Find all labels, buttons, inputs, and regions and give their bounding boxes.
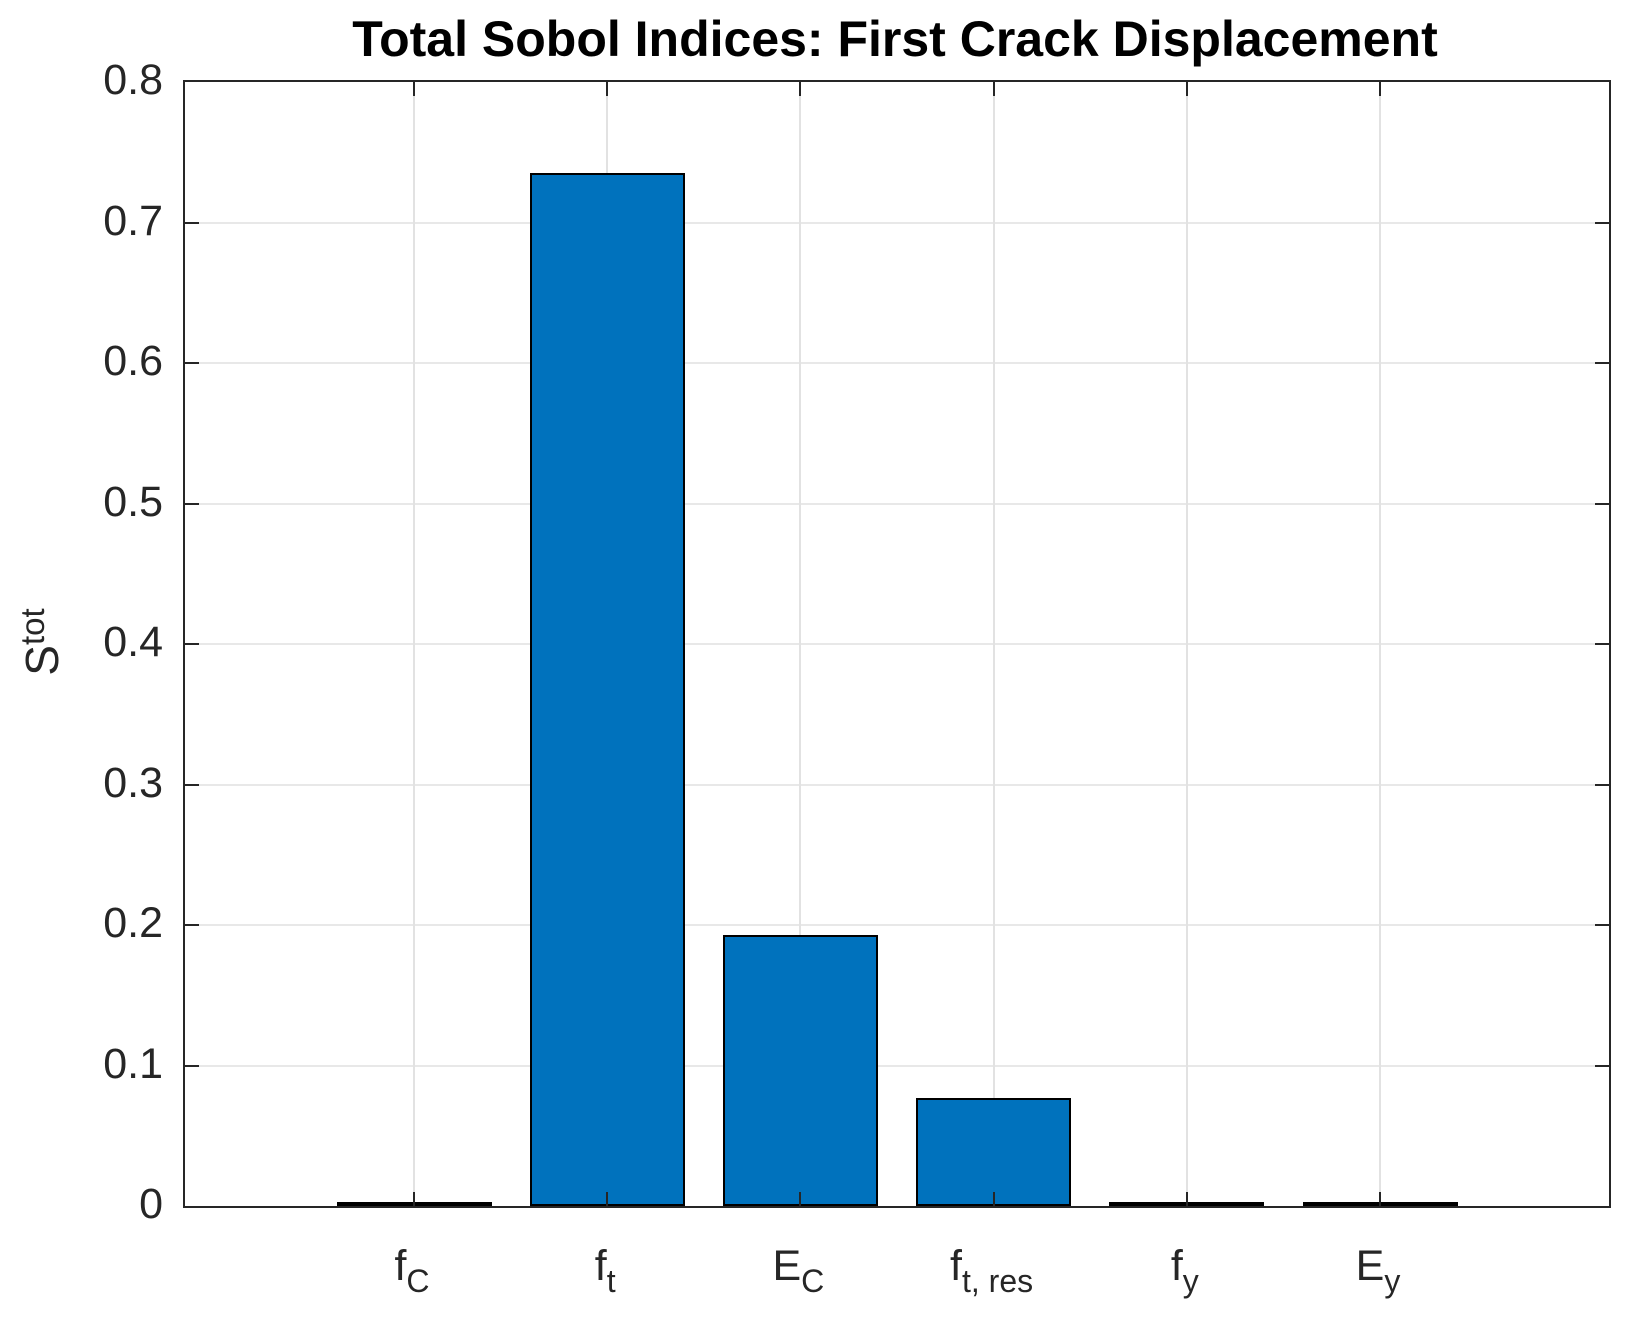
bar [529,173,685,1206]
y-tick-left [185,783,199,786]
x-tick-label-subscript: C [801,1263,825,1299]
x-tick-label-subscript: C [406,1263,430,1299]
y-tick-label: 0 [139,1180,163,1228]
gridline-horizontal [185,362,1609,364]
y-tick-right [1595,1064,1609,1067]
x-tick-bottom [992,1192,995,1206]
x-tick-bottom [413,1192,415,1206]
x-tick-top [1185,82,1188,96]
y-tick-right [1595,502,1609,505]
x-tick-bottom [606,1192,609,1206]
bar [722,934,878,1206]
x-tick-bottom [1185,1192,1188,1206]
chart-title: Total Sobol Indices: First Crack Displac… [352,11,1438,67]
x-tick-label-subscript: t, res [962,1263,1034,1299]
y-tick-left [185,362,199,364]
x-tick-label-base: f [594,1242,607,1290]
y-tick-label: 0.3 [103,758,163,807]
y-tick-right [1595,221,1609,224]
x-tick-label-base: E [1355,1242,1385,1290]
x-tick-label-subscript: t [606,1263,616,1299]
y-tick-label: 0.7 [103,196,163,245]
x-tick-label: ft [445,1242,765,1299]
gridline-horizontal [185,643,1609,645]
y-tick-label: 0.4 [103,618,163,666]
plot-area [183,80,1611,1208]
gridline-vertical [1379,82,1381,1206]
x-tick-top [606,82,609,96]
gridline-vertical [799,82,802,1206]
gridline-horizontal [185,783,1609,786]
x-tick-label-base: f [950,1242,962,1290]
y-tick-left [185,502,199,505]
x-tick-bottom [799,1192,802,1206]
x-tick-top [992,82,995,96]
y-tick-label: 0.2 [103,899,163,947]
x-tick-top [799,82,802,96]
gridline-vertical [992,82,995,1206]
x-tick-label-subscript: y [1384,1263,1401,1299]
y-tick-label: 0.5 [103,477,163,526]
y-tick-right [1595,362,1609,364]
y-tick-label: 0.8 [103,56,163,104]
y-tick-left [185,924,199,926]
x-tick-label: fC [252,1242,572,1299]
y-tick-right [1595,924,1609,926]
x-tick-label-base: f [1170,1242,1183,1290]
y-tick-right [1595,643,1609,645]
x-tick-label-base: f [394,1242,407,1290]
gridline-horizontal [185,502,1609,505]
y-tick-left [185,1064,199,1067]
y-tick-label: 0.1 [103,1039,163,1088]
gridline-vertical [413,82,415,1206]
gridline-horizontal [185,924,1609,926]
y-tick-left [185,221,199,224]
x-tick-bottom [1379,1192,1381,1206]
x-tick-label: Ey [1218,1242,1538,1299]
gridline-horizontal [185,221,1609,224]
x-tick-label-subscript: y [1182,1263,1199,1299]
y-tick-right [1595,783,1609,786]
x-tick-top [413,82,415,96]
x-tick-label: ft, res [832,1242,1152,1299]
gridline-horizontal [185,1064,1609,1067]
y-tick-left [185,643,199,645]
x-tick-label-base: E [772,1242,802,1290]
x-tick-top [1379,82,1381,96]
x-tick-label: EC [638,1242,958,1299]
gridline-vertical [1185,82,1188,1206]
bar [916,1097,1072,1206]
x-tick-label: fy [1025,1242,1345,1299]
y-tick-label: 0.6 [103,337,163,385]
